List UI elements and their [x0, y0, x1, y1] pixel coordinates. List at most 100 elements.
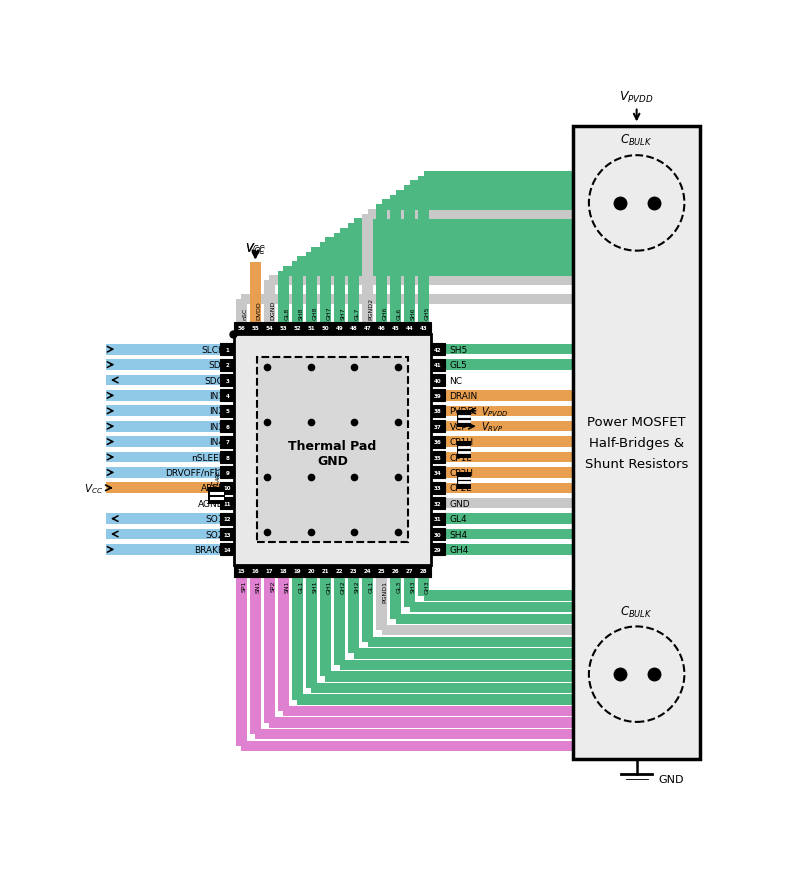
- Text: IN4: IN4: [209, 438, 224, 446]
- Text: 49: 49: [336, 326, 344, 331]
- Text: IN2: IN2: [209, 407, 224, 416]
- Text: 2: 2: [225, 363, 229, 367]
- Bar: [419, 177, 429, 323]
- Text: $V_{CC}$: $V_{CC}$: [84, 481, 103, 496]
- Text: GND: GND: [450, 499, 470, 508]
- Text: 14: 14: [224, 547, 231, 553]
- Bar: [439, 453, 571, 463]
- Bar: [431, 544, 445, 556]
- Text: 55: 55: [252, 326, 259, 331]
- Text: 24: 24: [364, 568, 372, 574]
- Bar: [340, 660, 571, 670]
- Text: VCP: VCP: [450, 422, 467, 431]
- Text: 13: 13: [224, 532, 231, 537]
- Text: 4: 4: [225, 394, 229, 398]
- Text: nSLEEP: nSLEEP: [191, 453, 224, 462]
- Text: GH4: GH4: [450, 545, 469, 554]
- Text: 56: 56: [237, 326, 245, 331]
- Bar: [297, 257, 571, 267]
- Text: GND: GND: [658, 774, 684, 784]
- Bar: [292, 262, 303, 323]
- Bar: [431, 344, 445, 356]
- Text: 31: 31: [434, 517, 442, 522]
- Bar: [382, 200, 571, 210]
- Bar: [388, 565, 403, 577]
- Text: PGND2: PGND2: [368, 297, 373, 319]
- Text: 46: 46: [378, 326, 385, 331]
- Text: 7: 7: [225, 439, 229, 445]
- Text: CP2H: CP2H: [450, 468, 474, 477]
- Text: 8: 8: [225, 455, 229, 460]
- Text: AGND: AGND: [197, 499, 224, 508]
- Text: GL5: GL5: [450, 360, 467, 370]
- Text: $V_{CC}$: $V_{CC}$: [245, 241, 265, 255]
- Bar: [290, 565, 304, 577]
- Text: $V_{PVDD}$: $V_{PVDD}$: [619, 90, 654, 105]
- Bar: [334, 577, 344, 665]
- Text: GL1: GL1: [368, 581, 373, 592]
- Text: NC: NC: [450, 376, 463, 385]
- Bar: [431, 529, 445, 540]
- Bar: [284, 267, 571, 276]
- Bar: [410, 602, 571, 613]
- Bar: [220, 405, 234, 417]
- Bar: [241, 741, 571, 751]
- Bar: [250, 265, 260, 323]
- Text: DRAIN: DRAIN: [450, 391, 478, 401]
- Bar: [431, 436, 445, 448]
- Text: GL7: GL7: [354, 307, 360, 319]
- Text: SH5: SH5: [450, 346, 467, 354]
- Bar: [391, 577, 401, 619]
- Text: 37: 37: [434, 424, 442, 429]
- Bar: [391, 196, 401, 323]
- Bar: [396, 614, 571, 624]
- Bar: [290, 323, 304, 334]
- Text: DVDD: DVDD: [256, 301, 261, 319]
- Text: 32: 32: [434, 501, 442, 506]
- Bar: [220, 482, 234, 495]
- Text: GL1: GL1: [298, 581, 303, 592]
- Bar: [431, 405, 445, 417]
- Bar: [353, 219, 571, 229]
- Text: 23: 23: [350, 568, 357, 574]
- Text: CP2L: CP2L: [450, 484, 471, 493]
- Text: 21: 21: [322, 568, 329, 574]
- Bar: [347, 323, 360, 334]
- Text: 22: 22: [336, 568, 344, 574]
- Bar: [403, 323, 417, 334]
- Text: $C_{BULK}$: $C_{BULK}$: [621, 133, 653, 148]
- Bar: [276, 323, 291, 334]
- Bar: [106, 345, 225, 355]
- Text: Thermal Pad
GND: Thermal Pad GND: [288, 439, 376, 467]
- Bar: [423, 591, 571, 601]
- Bar: [106, 375, 225, 386]
- Text: GL6: GL6: [396, 307, 401, 319]
- Text: 47: 47: [364, 326, 372, 331]
- Bar: [106, 421, 225, 432]
- Bar: [234, 565, 248, 577]
- Bar: [284, 706, 571, 717]
- Text: 19: 19: [293, 568, 301, 574]
- Bar: [439, 483, 571, 494]
- Bar: [360, 323, 375, 334]
- Bar: [431, 421, 445, 432]
- Text: SO2: SO2: [205, 530, 224, 538]
- Bar: [306, 253, 316, 323]
- Text: 50: 50: [322, 326, 329, 331]
- Text: 48: 48: [350, 326, 357, 331]
- Text: GL8: GL8: [284, 307, 289, 319]
- Bar: [376, 205, 387, 323]
- Text: nSC: nSC: [242, 307, 247, 319]
- Bar: [208, 487, 225, 505]
- Text: 40: 40: [434, 378, 442, 383]
- Text: DGND: DGND: [270, 300, 275, 319]
- Text: 33: 33: [434, 486, 442, 491]
- Bar: [262, 323, 276, 334]
- Text: SLCK: SLCK: [201, 346, 224, 354]
- Text: 10: 10: [224, 486, 231, 491]
- Text: IN3: IN3: [209, 422, 224, 431]
- Bar: [220, 529, 234, 540]
- Text: PVDD: PVDD: [450, 407, 475, 416]
- Text: SH1: SH1: [312, 581, 317, 593]
- Bar: [325, 238, 571, 248]
